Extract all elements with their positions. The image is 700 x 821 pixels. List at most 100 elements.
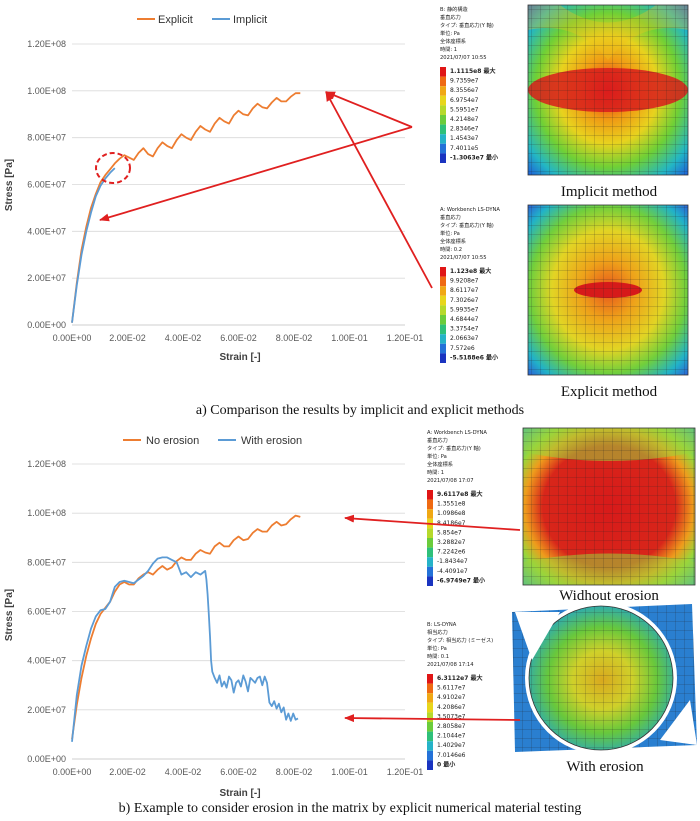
series-lines	[71, 92, 301, 323]
colormap-header-line: 2021/07/08 17:07	[427, 478, 474, 484]
colormap-swatch	[440, 267, 446, 277]
y-tick-labels: 0.00E+00 2.00E+07 4.00E+07 6.00E+07 8.00E+07…	[27, 459, 66, 764]
grid-lines	[72, 463, 405, 760]
colormap-header-line: 単位: Pa	[427, 644, 447, 652]
y-tick-label: 6.00E+07	[27, 607, 66, 617]
y-tick-label: 1.00E+08	[27, 86, 66, 96]
colormap-value: 5.9935e7	[450, 306, 479, 313]
colormap-header-line: 単位: Pa	[427, 452, 447, 460]
arrow-erosion	[344, 714, 521, 723]
colormap-header-line: A: Workbench LS-DYNA	[427, 430, 487, 436]
colormap-value: 5.854e7	[437, 529, 462, 536]
colormap-swatch	[427, 547, 433, 558]
colormap-swatch	[427, 499, 433, 510]
colormap-value: -4.4091e7	[437, 568, 468, 575]
series-lines	[71, 514, 301, 742]
y-axis-label: Stress [Pa]	[4, 159, 15, 211]
colormap-value: 8.4186e7	[437, 520, 466, 527]
x-tick-label: 0.00E+00	[53, 767, 92, 777]
colormap-swatch	[440, 95, 446, 106]
arrow-explicit-end	[325, 91, 413, 128]
y-tick-label: 4.00E+07	[27, 226, 66, 236]
colormap-header-line: 時間: 0.1	[427, 653, 449, 660]
grid-lines	[72, 43, 405, 326]
x-axis-label: Strain [-]	[219, 352, 260, 363]
y-tick-label: 4.00E+07	[27, 656, 66, 666]
colormap-header-line: B: 静的構造	[440, 5, 469, 13]
colormap-value: 7.572e6	[450, 345, 475, 352]
colormap-value: -1.3063e7 最小	[450, 153, 498, 161]
colormap-swatch	[427, 712, 433, 722]
colormap-swatch	[427, 683, 433, 694]
legend-label-explicit: Explicit	[158, 14, 193, 26]
colormap-swatch	[427, 490, 433, 500]
chart-erosion: 0.00E+00 2.00E+07 4.00E+07 6.00E+07 8.00E+07…	[4, 435, 423, 799]
colormap-value: -6.9749e7 最小	[437, 576, 485, 584]
arrow-to-implicit	[99, 126, 413, 222]
x-tick-labels: 0.00E+00 2.00E-02 4.00E-02 6.00E-02 8.00E-02…	[53, 767, 424, 777]
x-axis-label: Strain [-]	[219, 788, 260, 799]
colormap-value: 7.0146e6	[437, 752, 466, 759]
colormap-swatch	[427, 576, 433, 586]
y-axis-label: Stress [Pa]	[4, 589, 15, 641]
legend-label-no-erosion: No erosion	[146, 435, 199, 447]
colormap-value: 4.9102e7	[437, 694, 466, 701]
colormap-swatch	[440, 134, 446, 144]
colormap-swatch	[440, 115, 446, 125]
y-tick-label: 2.00E+07	[27, 273, 66, 283]
x-tick-label: 2.00E-02	[109, 767, 146, 777]
colormap-swatch	[427, 528, 433, 538]
colormap-value: 9.9208e7	[450, 278, 479, 285]
colormap-value: 7.4011e5	[450, 145, 479, 152]
colormap-header-line: 全体座標系	[427, 460, 453, 468]
y-tick-label: 1.20E+08	[27, 39, 66, 49]
x-tick-labels: 0.00E+00 2.00E-02 4.00E-02 6.00E-02 8.00E-02…	[53, 333, 424, 343]
y-tick-label: 8.00E+07	[27, 557, 66, 567]
colormap-swatch	[440, 276, 446, 287]
colormap-swatch	[427, 760, 433, 770]
colormap-header-line: 2021/07/07 10:55	[440, 255, 487, 261]
x-tick-label: 1.00E-01	[331, 767, 368, 777]
colormap-header-line: 時間: 0.2	[440, 246, 462, 253]
legend-label-implicit: Implicit	[233, 14, 267, 26]
colormap-swatch	[427, 557, 433, 567]
colormap-header-line: B: LS-DYNA	[427, 622, 457, 628]
colormap-value: 1.3551e8	[437, 501, 466, 508]
colormap-value: 2.0663e7	[450, 335, 479, 342]
x-tick-label: 1.00E-01	[331, 333, 368, 343]
colormap-swatch	[440, 305, 446, 315]
x-tick-label: 2.00E-02	[109, 333, 146, 343]
colormap-value: 4.2148e7	[450, 116, 479, 123]
colormap-header-line: 2021/07/08 17:14	[427, 662, 474, 668]
y-tick-label: 0.00E+00	[27, 754, 66, 764]
y-tick-label: 1.00E+08	[27, 508, 66, 518]
colormap-swatch	[440, 315, 446, 325]
colormap-swatch	[440, 286, 446, 296]
colormap-swatch	[440, 105, 446, 115]
arrow-from-explicit-image	[325, 91, 433, 289]
colormap-header-line: 2021/07/07 10:55	[440, 55, 487, 61]
y-tick-label: 0.00E+00	[27, 320, 66, 330]
colormap-header-line: タイプ: 垂直応力(Y 軸)	[427, 444, 481, 452]
x-tick-label: 8.00E-02	[276, 333, 313, 343]
colormap-swatch	[440, 67, 446, 77]
image-label-erosion: With erosion	[566, 759, 644, 775]
annotation-arrows	[99, 91, 521, 723]
colormap-value: 9.6117e8 最大	[437, 490, 483, 498]
colormap-swatch	[440, 353, 446, 363]
x-tick-label: 4.00E-02	[165, 767, 202, 777]
colormap-swatch	[427, 566, 433, 577]
colormap-header-line: 単位: Pa	[440, 29, 460, 37]
y-tick-label: 2.00E+07	[27, 705, 66, 715]
colormap-header-line: タイプ: 相当応力 (ミーゼス)	[427, 636, 493, 644]
image-label-implicit: Implicit method	[561, 184, 658, 200]
colormap-value: -5.5188e6 最小	[450, 353, 498, 361]
caption-a: a) Comparison the results by implicit an…	[196, 403, 524, 418]
series-line-with-erosion	[71, 556, 299, 742]
colormap-value: 6.3112e7 最大	[437, 674, 483, 682]
colormap-header-line: 相当応力	[427, 628, 448, 636]
colormap-header-line: 全体座標系	[440, 37, 466, 45]
colormap-value: 5.5951e7	[450, 106, 479, 113]
